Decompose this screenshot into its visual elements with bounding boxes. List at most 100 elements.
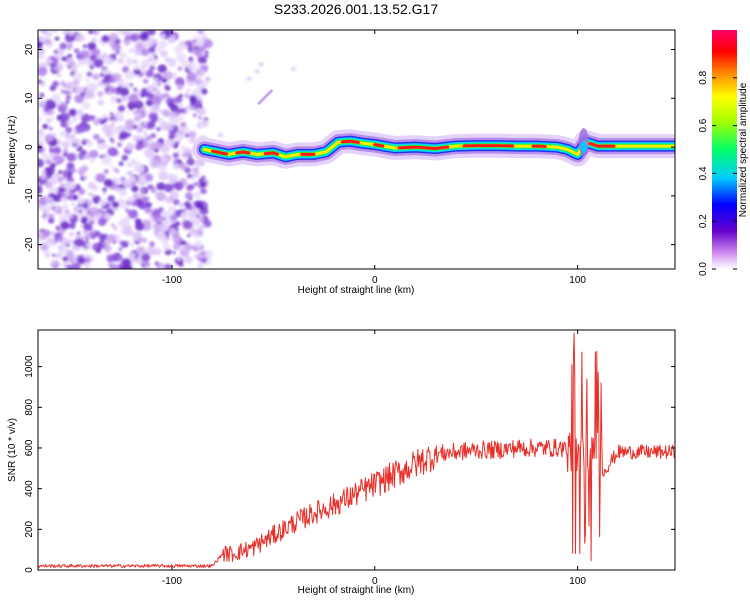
- noise-blob: [143, 131, 148, 137]
- noise-blob: [111, 45, 117, 51]
- noise-blob: [186, 72, 197, 82]
- noise-blob: [111, 119, 117, 124]
- noise-blob: [59, 182, 65, 188]
- noise-blob: [52, 80, 60, 88]
- noise-blob: [74, 145, 79, 149]
- noise-blob: [88, 30, 94, 35]
- noise-blob: [98, 198, 107, 206]
- noise-blob: [152, 215, 161, 223]
- noise-blob: [79, 240, 85, 245]
- noise-blob: [45, 159, 51, 165]
- noise-blob: [122, 65, 130, 73]
- noise-blob: [83, 256, 91, 264]
- noise-blob: [173, 73, 178, 77]
- noise-blob: [43, 216, 48, 221]
- noise-blob: [68, 231, 75, 237]
- snr-ytick-label: 200: [24, 521, 35, 538]
- noise-blob: [109, 87, 117, 94]
- noise-blob: [57, 262, 62, 266]
- noise-blob: [151, 81, 159, 89]
- noise-blob: [135, 143, 143, 151]
- ridge-peak: [263, 151, 279, 156]
- noise-blob: [187, 62, 198, 72]
- noise-blob: [197, 116, 202, 120]
- noise-blob: [61, 175, 68, 181]
- noise-blob: [56, 86, 61, 90]
- noise-blob: [110, 223, 115, 228]
- noise-blob: [150, 38, 158, 45]
- snr-ytick-label: 600: [24, 439, 35, 456]
- noise-blob: [63, 169, 69, 174]
- ridge-peak: [373, 143, 385, 148]
- noise-blob: [135, 246, 146, 256]
- noise-blob: [86, 213, 91, 218]
- noise-blob: [151, 208, 162, 219]
- noise-blob: [109, 112, 114, 116]
- noise-blob: [156, 106, 161, 111]
- noise-blob: [133, 87, 138, 92]
- noise-blob: [65, 100, 70, 104]
- noise-blob: [155, 191, 167, 202]
- noise-blob: [115, 38, 121, 44]
- noise-blob: [138, 171, 146, 178]
- noise-blob: [195, 68, 206, 78]
- noise-blob: [142, 106, 146, 110]
- noise-blob: [141, 189, 145, 193]
- noise-blob: [40, 30, 47, 34]
- noise-blob: [83, 262, 91, 269]
- noise-blob: [97, 99, 105, 106]
- colorbar: 0.0 0.2 0.4 0.6 0.8 Normalized spectral ampl…: [698, 30, 749, 276]
- noise-blob: [57, 245, 63, 250]
- noise-blob: [201, 34, 208, 41]
- noise-blob: [164, 85, 171, 92]
- noise-blob: [106, 234, 117, 244]
- noise-blob: [172, 163, 180, 170]
- noise-blob: [144, 264, 150, 269]
- noise-blob: [199, 178, 203, 182]
- noise-blob: [160, 144, 170, 154]
- noise-blob: [85, 232, 92, 238]
- noise-blob: [160, 33, 167, 39]
- noise-blob: [110, 140, 115, 144]
- noise-blob: [121, 265, 127, 269]
- noise-blob: [173, 174, 178, 179]
- noise-blob: [110, 126, 121, 135]
- noise-blob: [161, 78, 167, 84]
- snr-ytick-label: 800: [24, 399, 35, 416]
- noise-blob: [192, 167, 200, 174]
- noise-blob: [115, 114, 123, 121]
- noise-blob: [147, 30, 156, 36]
- noise-blob: [199, 119, 209, 128]
- noise-blob: [169, 190, 179, 200]
- noise-blob: [66, 264, 74, 269]
- noise-blob: [193, 240, 203, 249]
- noise-blob: [177, 257, 181, 261]
- noise-blob: [89, 65, 94, 70]
- noise-blob: [193, 200, 204, 209]
- noise-blob: [65, 91, 69, 95]
- noise-blob: [157, 64, 167, 73]
- noise-blob: [131, 159, 138, 166]
- noise-blob: [135, 198, 142, 204]
- noise-blob: [167, 58, 177, 68]
- noise-blob: [194, 159, 203, 167]
- noise-blob: [186, 233, 191, 238]
- snr-xlabel: Height of straight line (km): [298, 585, 415, 596]
- noise-blob: [91, 48, 101, 57]
- snr-ytick-label: 400: [24, 480, 35, 497]
- noise-blob: [138, 135, 144, 141]
- noise-blob: [102, 187, 108, 192]
- noise-blob: [44, 57, 53, 65]
- noise-blob: [204, 50, 209, 55]
- noise-blob: [172, 236, 181, 244]
- noise-blob: [79, 224, 84, 229]
- noise-blob: [120, 240, 129, 248]
- noise-blob: [170, 214, 178, 222]
- noise-blob: [137, 178, 146, 187]
- noise-blob: [89, 149, 99, 159]
- ridge-peak: [588, 142, 616, 148]
- noise-blob: [116, 255, 124, 262]
- noise-blob: [187, 174, 192, 179]
- noise-blob: [65, 126, 73, 134]
